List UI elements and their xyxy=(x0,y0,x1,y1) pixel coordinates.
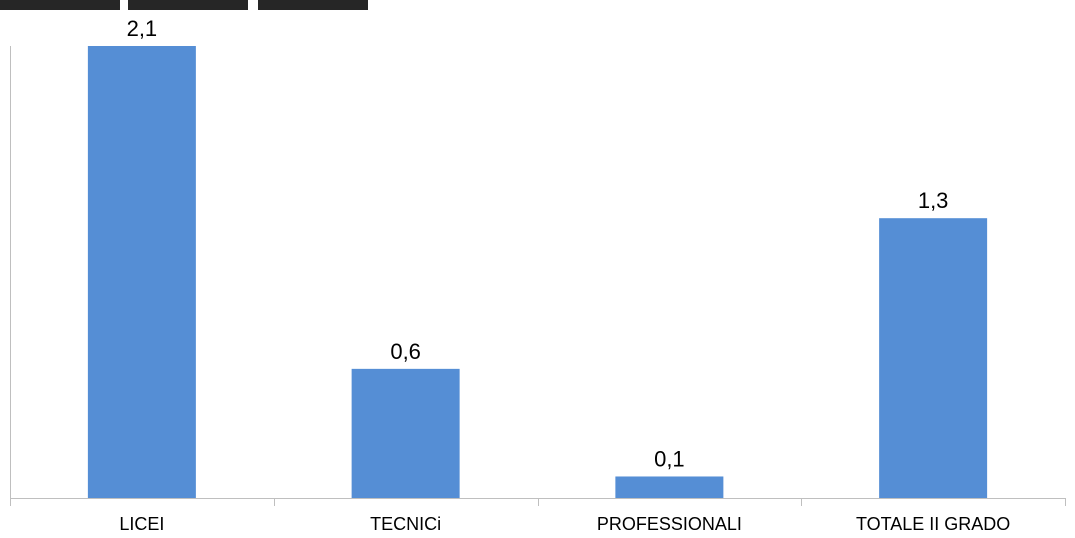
x-tick-label: TECNICi xyxy=(370,514,441,534)
bar-tecnici xyxy=(351,368,460,498)
x-tick-label: TOTALE II GRADO xyxy=(856,514,1010,534)
data-label: 1,3 xyxy=(918,188,949,213)
bar-licei xyxy=(87,46,196,498)
chart-title-fragment xyxy=(0,0,1075,16)
bar-totale-ii-grado xyxy=(879,218,988,498)
x-tick-label: LICEI xyxy=(119,514,164,534)
x-tick-label: PROFESSIONALI xyxy=(597,514,742,534)
data-label: 2,1 xyxy=(127,16,158,41)
title-fragment-graphic xyxy=(0,0,368,10)
data-label: 0,1 xyxy=(654,446,685,471)
data-label: 0,6 xyxy=(390,339,421,364)
bar-professionali xyxy=(615,476,724,498)
